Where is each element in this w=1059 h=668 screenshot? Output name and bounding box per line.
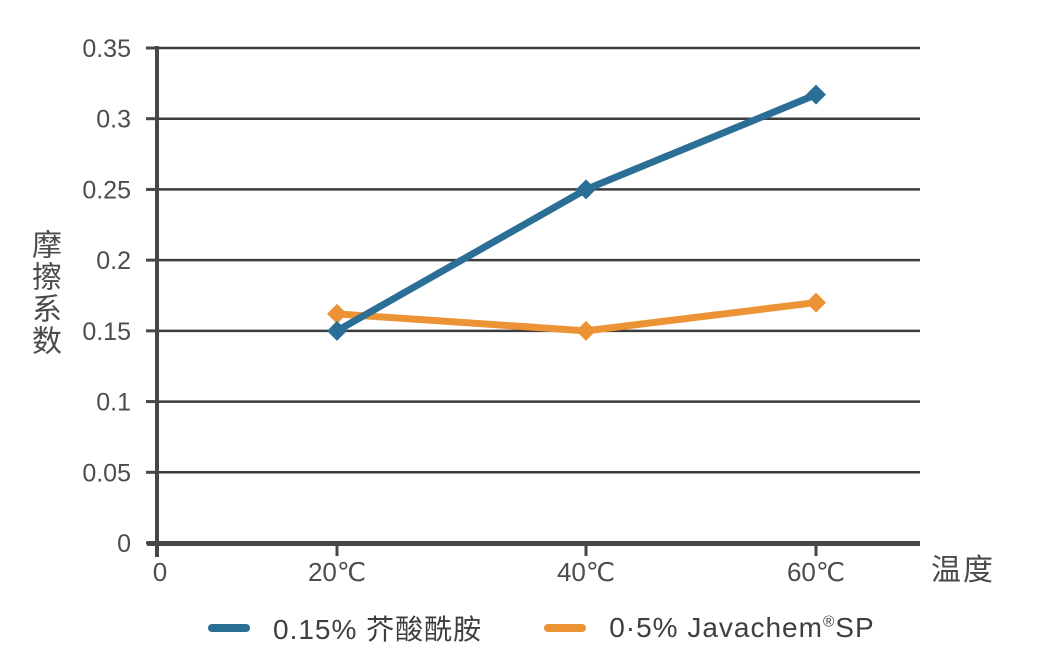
data-point-javachem-sp-40	[576, 320, 596, 341]
legend-label-javachem-main: 0·5% Javachem	[609, 612, 823, 643]
series-line-javachem-sp	[333, 299, 820, 335]
y-tick-label: 0.3	[96, 106, 131, 134]
legend-item-javachem-sp: 0·5% Javachem®SP	[544, 612, 874, 644]
x-tick-label: 20℃	[308, 557, 366, 587]
series-line-erucamide	[333, 91, 820, 335]
data-point-erucamide-20	[327, 320, 347, 341]
y-tick-label: 0	[117, 530, 131, 558]
data-point-erucamide-40	[576, 179, 596, 200]
y-tick-label: 0.25	[82, 176, 131, 204]
x-tick-label: 60℃	[787, 557, 845, 587]
x-axis-title: 温度	[931, 554, 995, 587]
y-axis-title: 摩擦系数	[27, 229, 60, 357]
legend-label-javachem-end: SP	[835, 612, 875, 643]
y-tick-label: 0.05	[82, 459, 131, 487]
x-tick-label: 0	[153, 557, 167, 587]
data-point-javachem-sp-60	[806, 292, 826, 313]
x-tick-label: 40℃	[557, 557, 615, 587]
legend-swatch-blue	[208, 624, 250, 632]
y-tick-label: 0.2	[96, 247, 131, 275]
y-tick-label: 0.1	[96, 389, 131, 417]
legend: 0.15% 芥酸酰胺 0·5% Javachem®SP	[208, 608, 875, 648]
registered-trademark-symbol: ®	[822, 613, 836, 631]
legend-swatch-orange	[544, 624, 587, 632]
y-tick-label: 0.15	[82, 318, 131, 346]
legend-label-javachem-sp: 0·5% Javachem®SP	[609, 612, 874, 644]
data-point-javachem-sp-20	[327, 303, 347, 324]
legend-item-erucamide: 0.15% 芥酸酰胺	[208, 608, 482, 648]
legend-label-erucamide: 0.15% 芥酸酰胺	[273, 614, 483, 645]
data-point-erucamide-60	[806, 84, 826, 105]
y-tick-label: 0.35	[82, 35, 131, 63]
